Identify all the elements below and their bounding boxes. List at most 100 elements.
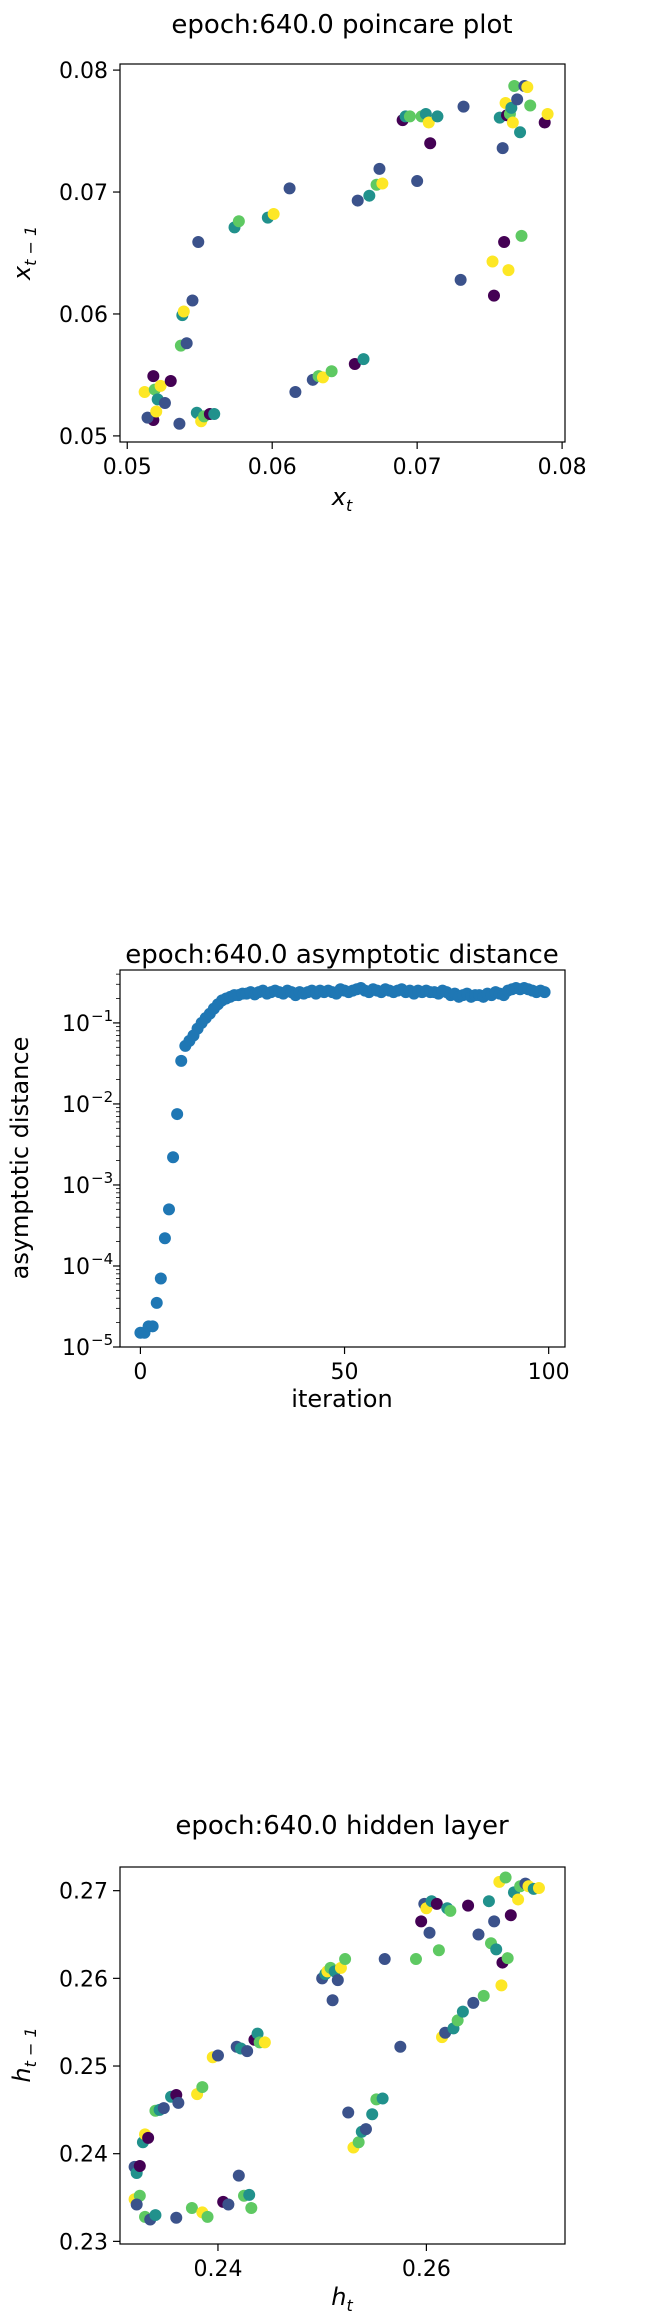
- y-label-base: h: [8, 2067, 36, 2082]
- data-point: [342, 2106, 355, 2119]
- data-point: [222, 2198, 235, 2211]
- data-point: [454, 273, 467, 286]
- data-point: [495, 1979, 508, 1992]
- data-point: [241, 2045, 254, 2058]
- data-point: [456, 2005, 469, 2018]
- data-point: [325, 365, 338, 378]
- data-point: [394, 2040, 407, 2053]
- data-point: [422, 116, 435, 129]
- data-point: [511, 93, 524, 106]
- data-point: [142, 2131, 155, 2144]
- data-point: [541, 107, 554, 120]
- data-point: [146, 1320, 159, 1333]
- data-point: [487, 289, 500, 302]
- data-point: [515, 229, 528, 242]
- data-point: [158, 1232, 171, 1245]
- y-tick-label: 0.25: [59, 2055, 108, 2080]
- x-tick-label: 0.07: [393, 455, 442, 480]
- data-point: [289, 386, 302, 399]
- data-point: [167, 1151, 180, 1164]
- data-point: [430, 1897, 443, 1910]
- data-point: [486, 255, 499, 268]
- data-point: [173, 417, 186, 430]
- y-tick-exponent: −4: [91, 1250, 113, 1268]
- x-tick-label: 0.26: [402, 2257, 451, 2282]
- x-label-sub: t: [346, 2296, 353, 2315]
- y-tick-exponent: −5: [91, 1331, 113, 1349]
- poincare-plot-y-ticks: 0.05 0.06 0.07 0.08: [59, 59, 120, 450]
- data-point: [482, 1895, 495, 1908]
- x-label-sub: t: [346, 496, 353, 515]
- data-point: [331, 1974, 344, 1987]
- data-point: [232, 2169, 245, 2182]
- y-tick-exponent: −3: [91, 1169, 113, 1187]
- asymptotic-distance-y-ticks: 10−510−410−310−210−1: [62, 973, 120, 1361]
- x-tick-label: 0.24: [193, 2257, 242, 2282]
- data-point: [149, 2209, 162, 2222]
- data-point: [196, 2081, 209, 2094]
- data-point: [502, 264, 515, 277]
- data-point: [138, 386, 151, 399]
- data-point: [376, 2092, 389, 2105]
- data-point: [366, 2108, 379, 2121]
- data-point: [499, 1871, 512, 1884]
- x-label-base: h: [331, 2283, 346, 2311]
- data-point: [373, 162, 386, 175]
- data-point: [501, 1952, 514, 1965]
- data-point: [326, 1994, 339, 2007]
- x-label-base: x: [331, 483, 347, 511]
- y-label-base: x: [8, 265, 36, 281]
- data-point: [150, 405, 163, 418]
- data-point: [171, 1108, 184, 1121]
- hidden-layer-title: epoch:640.0 hidden layer: [175, 1811, 509, 1841]
- y-tick-label: 0.23: [59, 2230, 108, 2255]
- y-tick-label: 0.27: [59, 1880, 108, 1905]
- data-point: [177, 305, 190, 318]
- data-point: [201, 2210, 214, 2223]
- data-point: [245, 2202, 258, 2215]
- data-point: [472, 1928, 485, 1941]
- data-point: [162, 1203, 175, 1216]
- data-point: [451, 2014, 464, 2027]
- data-point: [133, 2159, 146, 2172]
- data-point: [164, 375, 177, 388]
- data-point: [185, 2202, 198, 2215]
- y-tick-exponent: −1: [91, 1007, 113, 1025]
- data-point: [431, 110, 444, 123]
- poincare-plot-panel: epoch:640.0 poincare plot 0.05 0.06 0.07 0.…: [8, 10, 587, 515]
- y-label-sub: t − 1: [21, 226, 40, 266]
- data-point: [477, 1989, 490, 2002]
- asymptotic-distance-title: epoch:640.0 asymptotic distance: [125, 940, 559, 970]
- y-tick-label: 10: [62, 1255, 90, 1280]
- hidden-layer-axes-frame: [119, 1866, 566, 2245]
- data-point: [467, 1996, 480, 2009]
- data-point: [521, 81, 534, 94]
- data-point: [352, 2136, 365, 2149]
- data-point: [444, 1904, 457, 1917]
- data-point: [504, 1909, 517, 1922]
- data-point: [514, 126, 527, 139]
- data-point: [496, 142, 509, 155]
- y-tick-label: 0.07: [59, 181, 108, 206]
- y-tick-exponent: −2: [91, 1088, 113, 1106]
- data-point: [506, 116, 519, 129]
- data-point: [432, 1944, 445, 1957]
- data-point: [490, 1943, 503, 1956]
- hidden-layer-points: [128, 1871, 545, 2226]
- data-point: [532, 1882, 545, 1895]
- hidden-layer-x-label: ht: [331, 2283, 353, 2315]
- y-tick-label: 10: [62, 1336, 90, 1361]
- y-tick-label: 10: [62, 1174, 90, 1199]
- data-point: [147, 370, 160, 383]
- data-point: [376, 177, 389, 190]
- y-label-sub: t − 1: [21, 2027, 40, 2067]
- data-point: [232, 215, 245, 228]
- poincare-plot-x-label: xt: [331, 483, 353, 515]
- data-point: [158, 396, 171, 409]
- data-point: [283, 182, 296, 195]
- asymptotic-distance-panel: epoch:640.0 asymptotic distance 0 50 100 1…: [6, 940, 570, 1413]
- data-point: [339, 1953, 352, 1966]
- y-tick-label: 0.24: [59, 2143, 108, 2168]
- data-point: [211, 2049, 224, 2062]
- data-point: [192, 236, 205, 249]
